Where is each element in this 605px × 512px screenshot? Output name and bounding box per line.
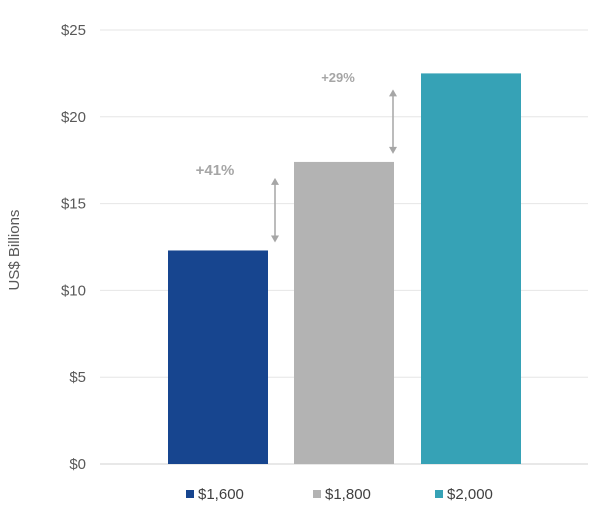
y-tick-label: $15 (61, 196, 86, 213)
growth-label: +41% (196, 162, 235, 179)
growth-annotations: +41% +29% (196, 70, 397, 243)
y-tick-label: $5 (69, 369, 86, 386)
legend-swatch (313, 490, 321, 498)
growth-arrow-head-down (271, 235, 279, 243)
legend-label: $1,800 (325, 486, 371, 503)
y-axis-ticks: $0 $5 $10 $15 $20 $25 (61, 22, 86, 473)
bar-3 (421, 73, 521, 465)
y-axis-label: US$ Billions (6, 210, 23, 291)
growth-arrow-head-down (389, 146, 397, 154)
bars (168, 73, 521, 465)
y-tick-label: $25 (61, 22, 86, 39)
y-tick-label: $0 (69, 456, 86, 473)
growth-arrow-head-up (271, 177, 279, 185)
bar-1 (168, 250, 268, 464)
legend-swatch (435, 490, 443, 498)
y-tick-label: $20 (61, 109, 86, 126)
bar-2 (294, 161, 394, 464)
y-tick-label: $10 (61, 282, 86, 299)
growth-label: +29% (321, 70, 355, 85)
growth-arrow-head-up (389, 89, 397, 97)
legend: $1,600 $1,800 $2,000 (186, 486, 493, 503)
legend-label: $1,600 (198, 486, 244, 503)
legend-swatch (186, 490, 194, 498)
legend-label: $2,000 (447, 486, 493, 503)
